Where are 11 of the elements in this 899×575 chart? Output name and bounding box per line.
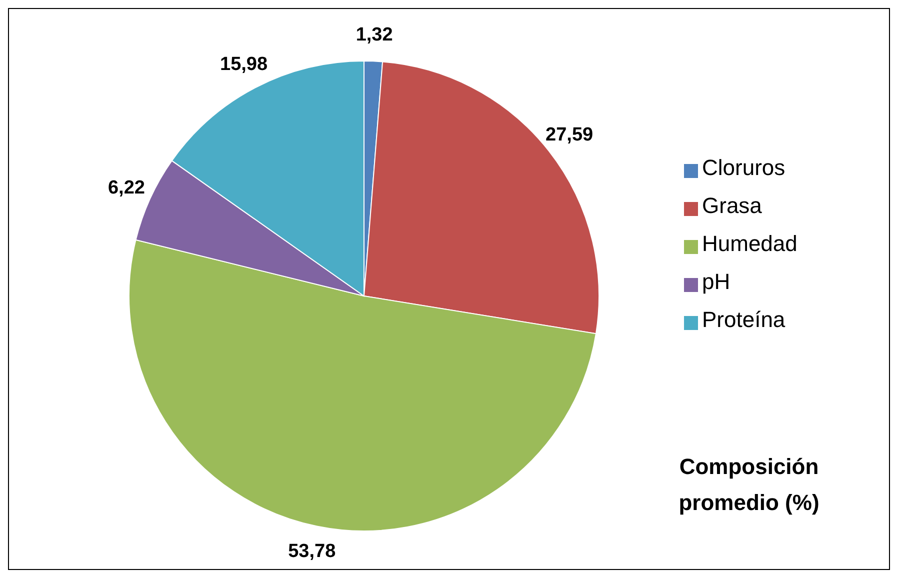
data-label: 27,59 <box>546 124 594 146</box>
text: Composición promedio (%) <box>678 453 820 517</box>
legend-label: Humedad <box>702 231 798 256</box>
data-label: 53,78 <box>288 541 336 562</box>
data-label: 6,22 <box>108 177 145 198</box>
legend-label: pH <box>702 269 730 294</box>
legend-label: Grasa <box>702 193 762 218</box>
data-label: 15,98 <box>220 54 268 75</box>
data-label: 1,32 <box>356 24 393 46</box>
legend-label: Cloruros <box>702 155 786 180</box>
legend-label: Proteína <box>702 307 786 332</box>
